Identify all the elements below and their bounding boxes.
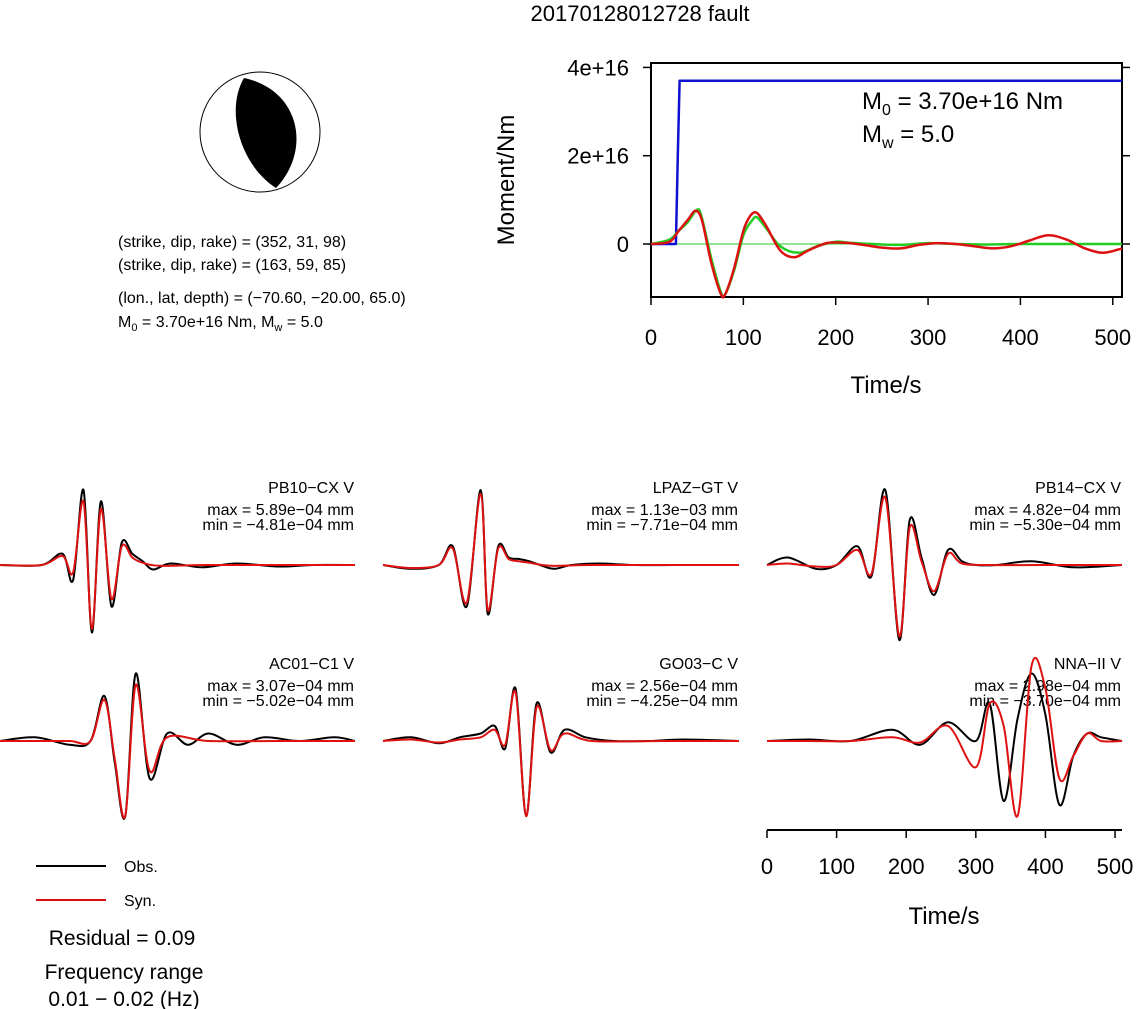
station-min: min = −4.81e−04 mm bbox=[202, 517, 354, 534]
moment-chart: 0 100 200 300 400 500 0 2e+16 4e+16 Moment/Nm T… bbox=[493, 55, 1131, 399]
m0-sym: M bbox=[862, 88, 882, 115]
moment-x-tick-label: 0 bbox=[645, 325, 657, 350]
waveform-x-ticks: 0 100 200 300 400 500 bbox=[761, 830, 1134, 879]
moment-pre: M bbox=[118, 314, 131, 331]
station-min: min = −5.30e−04 mm bbox=[969, 517, 1121, 534]
moment-series-0 bbox=[651, 79, 1122, 246]
moment-series bbox=[650, 79, 1123, 299]
mw-val: = 5.0 bbox=[894, 121, 955, 148]
moment-x-tick-label: 200 bbox=[817, 325, 854, 350]
moment-magnitude-line: M0 = 3.70e+16 Nm, Mw = 5.0 bbox=[118, 314, 323, 334]
moment-plot-frame bbox=[650, 62, 1123, 298]
moment-y-axis-label: Moment/Nm bbox=[493, 115, 520, 246]
nodal-plane-2: (strike, dip, rake) = (163, 59, 85) bbox=[118, 257, 346, 274]
moment-y-tick-label: 4e+16 bbox=[567, 55, 629, 80]
legend: Obs. Syn. bbox=[36, 859, 158, 910]
station-label: GO03−C V bbox=[659, 656, 738, 673]
moment-x-tick-label: 300 bbox=[910, 325, 947, 350]
moment-y-tick-label: 0 bbox=[617, 232, 629, 257]
synthetic-trace bbox=[766, 495, 1122, 638]
waveform-x-tick-label: 400 bbox=[1027, 854, 1064, 879]
moment-end: = 5.0 bbox=[282, 314, 323, 331]
station-label: AC01−C1 V bbox=[269, 656, 354, 673]
moment-series-2 bbox=[650, 209, 1123, 299]
residual-value: Residual = 0.09 bbox=[49, 927, 196, 950]
frequency-range-value: 0.01 − 0.02 (Hz) bbox=[48, 988, 199, 1009]
station-max: max = 3.07e−04 mm bbox=[207, 678, 354, 695]
moment-sub2: w bbox=[273, 322, 282, 334]
station-min: min = −7.71e−04 mm bbox=[586, 517, 738, 534]
station-max: max = 2.98e−04 mm bbox=[974, 678, 1121, 695]
moment-post: = 3.70e+16 Nm, M bbox=[137, 314, 274, 331]
waveform-x-axis-label: Time/s bbox=[908, 903, 979, 930]
waveform-x-tick-label: 500 bbox=[1097, 854, 1134, 879]
station-label: PB10−CX V bbox=[268, 480, 354, 497]
moment-mw-annotation: Mw = 5.0 bbox=[862, 121, 954, 152]
mw-sub: w bbox=[881, 135, 894, 152]
location-depth: (lon., lat, depth) = (−70.60, −20.00, 65… bbox=[118, 290, 406, 307]
synthetic-trace bbox=[0, 683, 355, 819]
station-max: max = 1.13e−03 mm bbox=[591, 502, 738, 519]
station-min: min = −3.70e−04 mm bbox=[969, 693, 1121, 710]
mw-sym: M bbox=[862, 121, 882, 148]
moment-sub: 0 bbox=[131, 322, 137, 334]
m0-val: = 3.70e+16 Nm bbox=[891, 88, 1063, 115]
nodal-plane-1: (strike, dip, rake) = (352, 31, 98) bbox=[118, 234, 346, 251]
mechanism-info: (strike, dip, rake) = (352, 31, 98) (str… bbox=[118, 234, 406, 334]
waveform-x-tick-label: 300 bbox=[957, 854, 994, 879]
waveform-time-axis: 0 100 200 300 400 500 Time/s bbox=[761, 829, 1134, 930]
station-max: max = 4.82e−04 mm bbox=[974, 502, 1121, 519]
synthetic-trace bbox=[382, 492, 739, 612]
station-max: max = 2.56e−04 mm bbox=[591, 678, 738, 695]
moment-x-tick-label: 100 bbox=[725, 325, 762, 350]
waveform-x-tick-label: 200 bbox=[888, 854, 925, 879]
figure-title: 20170128012728 fault bbox=[531, 1, 750, 26]
waveform-x-tick-label: 100 bbox=[818, 854, 855, 879]
observed-trace bbox=[382, 488, 739, 616]
moment-y-tick-label: 2e+16 bbox=[567, 144, 629, 169]
legend-obs-label: Obs. bbox=[124, 859, 158, 876]
moment-x-tick-label: 400 bbox=[1002, 325, 1039, 350]
synthetic-trace bbox=[382, 689, 739, 818]
synthetic-trace bbox=[767, 657, 1123, 818]
frequency-range-title: Frequency range bbox=[45, 961, 204, 984]
station-label: NNA−II V bbox=[1054, 656, 1121, 673]
station-label: LPAZ−GT V bbox=[653, 480, 739, 497]
station-min: min = −4.25e−04 mm bbox=[586, 693, 738, 710]
legend-syn-label: Syn. bbox=[124, 893, 156, 910]
moment-m0-annotation: M0 = 3.70e+16 Nm bbox=[862, 88, 1063, 119]
synthetic-trace bbox=[0, 499, 355, 630]
moment-x-ticks: 0 100 200 300 400 500 bbox=[645, 297, 1131, 350]
station-label: PB14−CX V bbox=[1035, 480, 1121, 497]
waveform-x-tick-label: 0 bbox=[761, 854, 773, 879]
beachball-icon bbox=[199, 71, 321, 193]
station-max: max = 5.89e−04 mm bbox=[207, 502, 354, 519]
moment-x-tick-label: 500 bbox=[1094, 325, 1131, 350]
station-min: min = −5.02e−04 mm bbox=[202, 693, 354, 710]
moment-x-axis-label: Time/s bbox=[850, 372, 921, 399]
m0-sub: 0 bbox=[882, 102, 891, 119]
moment-series-1 bbox=[650, 208, 1122, 298]
moment-y-ticks: 0 2e+16 4e+16 bbox=[567, 55, 1130, 257]
